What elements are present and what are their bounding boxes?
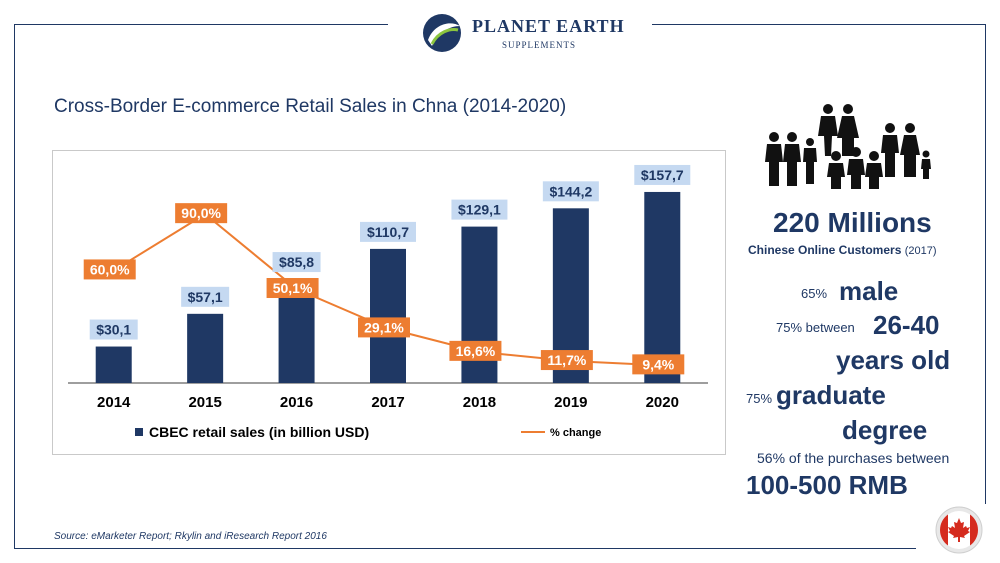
frame-top-left bbox=[14, 24, 388, 25]
line-label-2017: 29,1% bbox=[364, 319, 404, 335]
frame-right bbox=[985, 24, 986, 504]
purchase-range: 100-500 RMB bbox=[746, 470, 908, 500]
line-label-2015-bg bbox=[175, 203, 228, 224]
age-unit: years old bbox=[836, 345, 951, 375]
line-label-2018-bg bbox=[449, 340, 502, 361]
bar-label-2016: $85,8 bbox=[279, 254, 314, 270]
online-customers-count: 220 Millions bbox=[773, 207, 932, 238]
bar-label-2020: $157,7 bbox=[641, 167, 684, 183]
tick-2020: 2020 bbox=[646, 394, 679, 411]
bar-2015 bbox=[187, 313, 224, 383]
line-label-2016: 50,1% bbox=[273, 280, 313, 296]
logo-title: PLANET EARTH bbox=[472, 16, 625, 36]
bar-2020 bbox=[644, 191, 681, 383]
bar-label-2017-bg bbox=[360, 221, 416, 242]
bar-2017 bbox=[370, 248, 406, 383]
bar-label-2017: $110,7 bbox=[367, 224, 409, 240]
line-label-2015: 90,0% bbox=[181, 205, 221, 221]
frame-left bbox=[14, 24, 15, 548]
age-percent: 75% between bbox=[776, 320, 855, 335]
legend-line-label: % change bbox=[550, 427, 601, 439]
source-note: Source: eMarketer Report; Rkylin and iRe… bbox=[54, 531, 327, 542]
graduate-label: graduate bbox=[776, 380, 886, 410]
legend-bar-swatch bbox=[135, 428, 143, 436]
line-label-2020: 9,4% bbox=[642, 356, 674, 372]
bar-label-2014: $30,1 bbox=[96, 322, 131, 338]
purchase-percent: 56% of the purchases between bbox=[757, 450, 950, 466]
legend-bar-label: CBEC retail sales (in billion USD) bbox=[149, 424, 369, 440]
bar-label-2014-bg bbox=[89, 319, 138, 340]
online-customers-label: Chinese Online Customers (2017) bbox=[748, 243, 937, 257]
tick-2018: 2018 bbox=[463, 394, 496, 411]
line-label-2014: 60,0% bbox=[90, 261, 130, 277]
customers-label-text: Chinese Online Customers bbox=[748, 243, 902, 257]
line-label-2014-bg bbox=[83, 259, 136, 280]
tick-2016: 2016 bbox=[280, 394, 313, 411]
bar-label-2019-bg bbox=[542, 181, 599, 202]
globe-leaf-icon bbox=[423, 14, 461, 52]
male-label: male bbox=[839, 276, 899, 306]
logo: PLANET EARTH SUPPLEMENTS bbox=[420, 10, 624, 56]
people-group-icon bbox=[765, 104, 931, 189]
male-percent: 65% bbox=[801, 286, 828, 301]
tick-2014: 2014 bbox=[97, 394, 131, 411]
bar-2014 bbox=[95, 346, 132, 383]
age-range: 26-40 bbox=[873, 310, 940, 340]
line-label-2016-bg bbox=[266, 278, 319, 299]
line-label-2017-bg bbox=[358, 317, 410, 338]
line-label-2018: 16,6% bbox=[456, 343, 496, 359]
bar-label-2015-bg bbox=[181, 286, 230, 307]
tick-2019: 2019 bbox=[554, 394, 587, 411]
tick-2015: 2015 bbox=[188, 394, 221, 411]
frame-bottom bbox=[14, 548, 916, 549]
sales-chart: $30,1 $57,1 $85,8 $110,7 $129,1 $144,2 $157,7 6… bbox=[68, 164, 708, 440]
canada-flag-icon bbox=[935, 506, 983, 554]
graduate-percent: 75% bbox=[746, 391, 773, 406]
bar-label-2018: $129,1 bbox=[458, 202, 501, 218]
line-label-2020-bg bbox=[632, 354, 685, 375]
page-title: Cross-Border E-commerce Retail Sales in … bbox=[54, 96, 567, 117]
bar-label-2016-bg bbox=[272, 252, 321, 273]
bar-label-2015: $57,1 bbox=[188, 289, 223, 305]
customers-year: (2017) bbox=[904, 245, 937, 257]
frame-top-right bbox=[652, 24, 986, 25]
logo-subtitle: SUPPLEMENTS bbox=[502, 40, 577, 50]
bar-label-2020-bg bbox=[634, 164, 691, 185]
bar-label-2019: $144,2 bbox=[549, 183, 592, 199]
degree-label: degree bbox=[842, 415, 928, 445]
bar-label-2018-bg bbox=[451, 199, 508, 220]
tick-2017: 2017 bbox=[371, 394, 404, 411]
line-label-2019: 11,7% bbox=[547, 352, 586, 368]
line-label-2019-bg bbox=[540, 350, 593, 371]
chart-container: $30,1 $57,1 $85,8 $110,7 $129,1 $144,2 $157,7 6… bbox=[52, 150, 726, 455]
